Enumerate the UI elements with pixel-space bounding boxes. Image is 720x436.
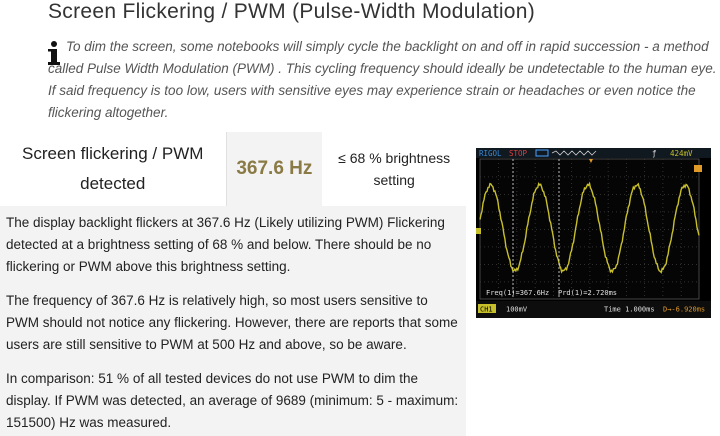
scope-channel-badge xyxy=(478,304,496,313)
scope-time-base: Time 1.000ms xyxy=(604,306,655,314)
pwm-status-label: Screen flickering / PWM detected xyxy=(0,132,227,206)
scope-trigger-level-marker xyxy=(694,165,702,172)
pwm-brightness-threshold: ≤ 68 % brightness setting xyxy=(322,132,466,206)
scope-trigger-icon: ƒ xyxy=(652,149,657,158)
scope-trigger-marker xyxy=(589,159,593,163)
scope-memory-bar-icon xyxy=(551,150,597,156)
pwm-paragraph-detection: The display backlight flickers at 367.6 … xyxy=(6,215,445,274)
scope-brand: RIGOL xyxy=(479,149,502,158)
scope-offset: D→-6.920ms xyxy=(663,306,705,314)
pwm-summary: Screen flickering / PWM detected 367.6 H… xyxy=(0,132,466,206)
scope-battery-icon xyxy=(535,149,549,157)
scope-freq-readout: Freq(1)=367.6Hz xyxy=(486,289,549,297)
pwm-frequency-value: 367.6 Hz xyxy=(226,132,323,206)
scope-waveform-trace xyxy=(479,181,700,274)
scope-volts-div: 100mV xyxy=(506,306,528,314)
pwm-paragraph-comparison: In comparison: 51 % of all tested device… xyxy=(6,371,459,430)
section-title: Screen Flickering / PWM (Pulse-Width Mod… xyxy=(48,0,536,23)
scope-trigger-level: 424mV xyxy=(670,149,693,158)
scope-grid xyxy=(480,159,697,296)
oscilloscope-screenshot[interactable]: RIGOL STOP ƒ 424mV Freq(1)=367.6Hz Prd(1… xyxy=(476,148,711,318)
info-text: To dim the screen, some notebooks will s… xyxy=(48,39,717,120)
scope-state: STOP xyxy=(509,149,528,158)
info-icon xyxy=(48,41,60,65)
pwm-paragraph-frequency: The frequency of 367.6 Hz is relatively … xyxy=(6,293,458,352)
scope-channel-marker xyxy=(476,228,481,234)
scope-channel-label: CH1 xyxy=(480,306,493,314)
scope-period-readout: Prd(1)=2.720ms xyxy=(558,289,617,297)
